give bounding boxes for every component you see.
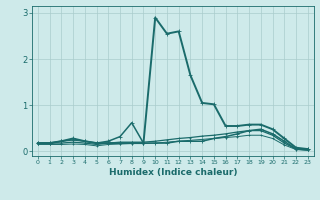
X-axis label: Humidex (Indice chaleur): Humidex (Indice chaleur): [108, 168, 237, 177]
